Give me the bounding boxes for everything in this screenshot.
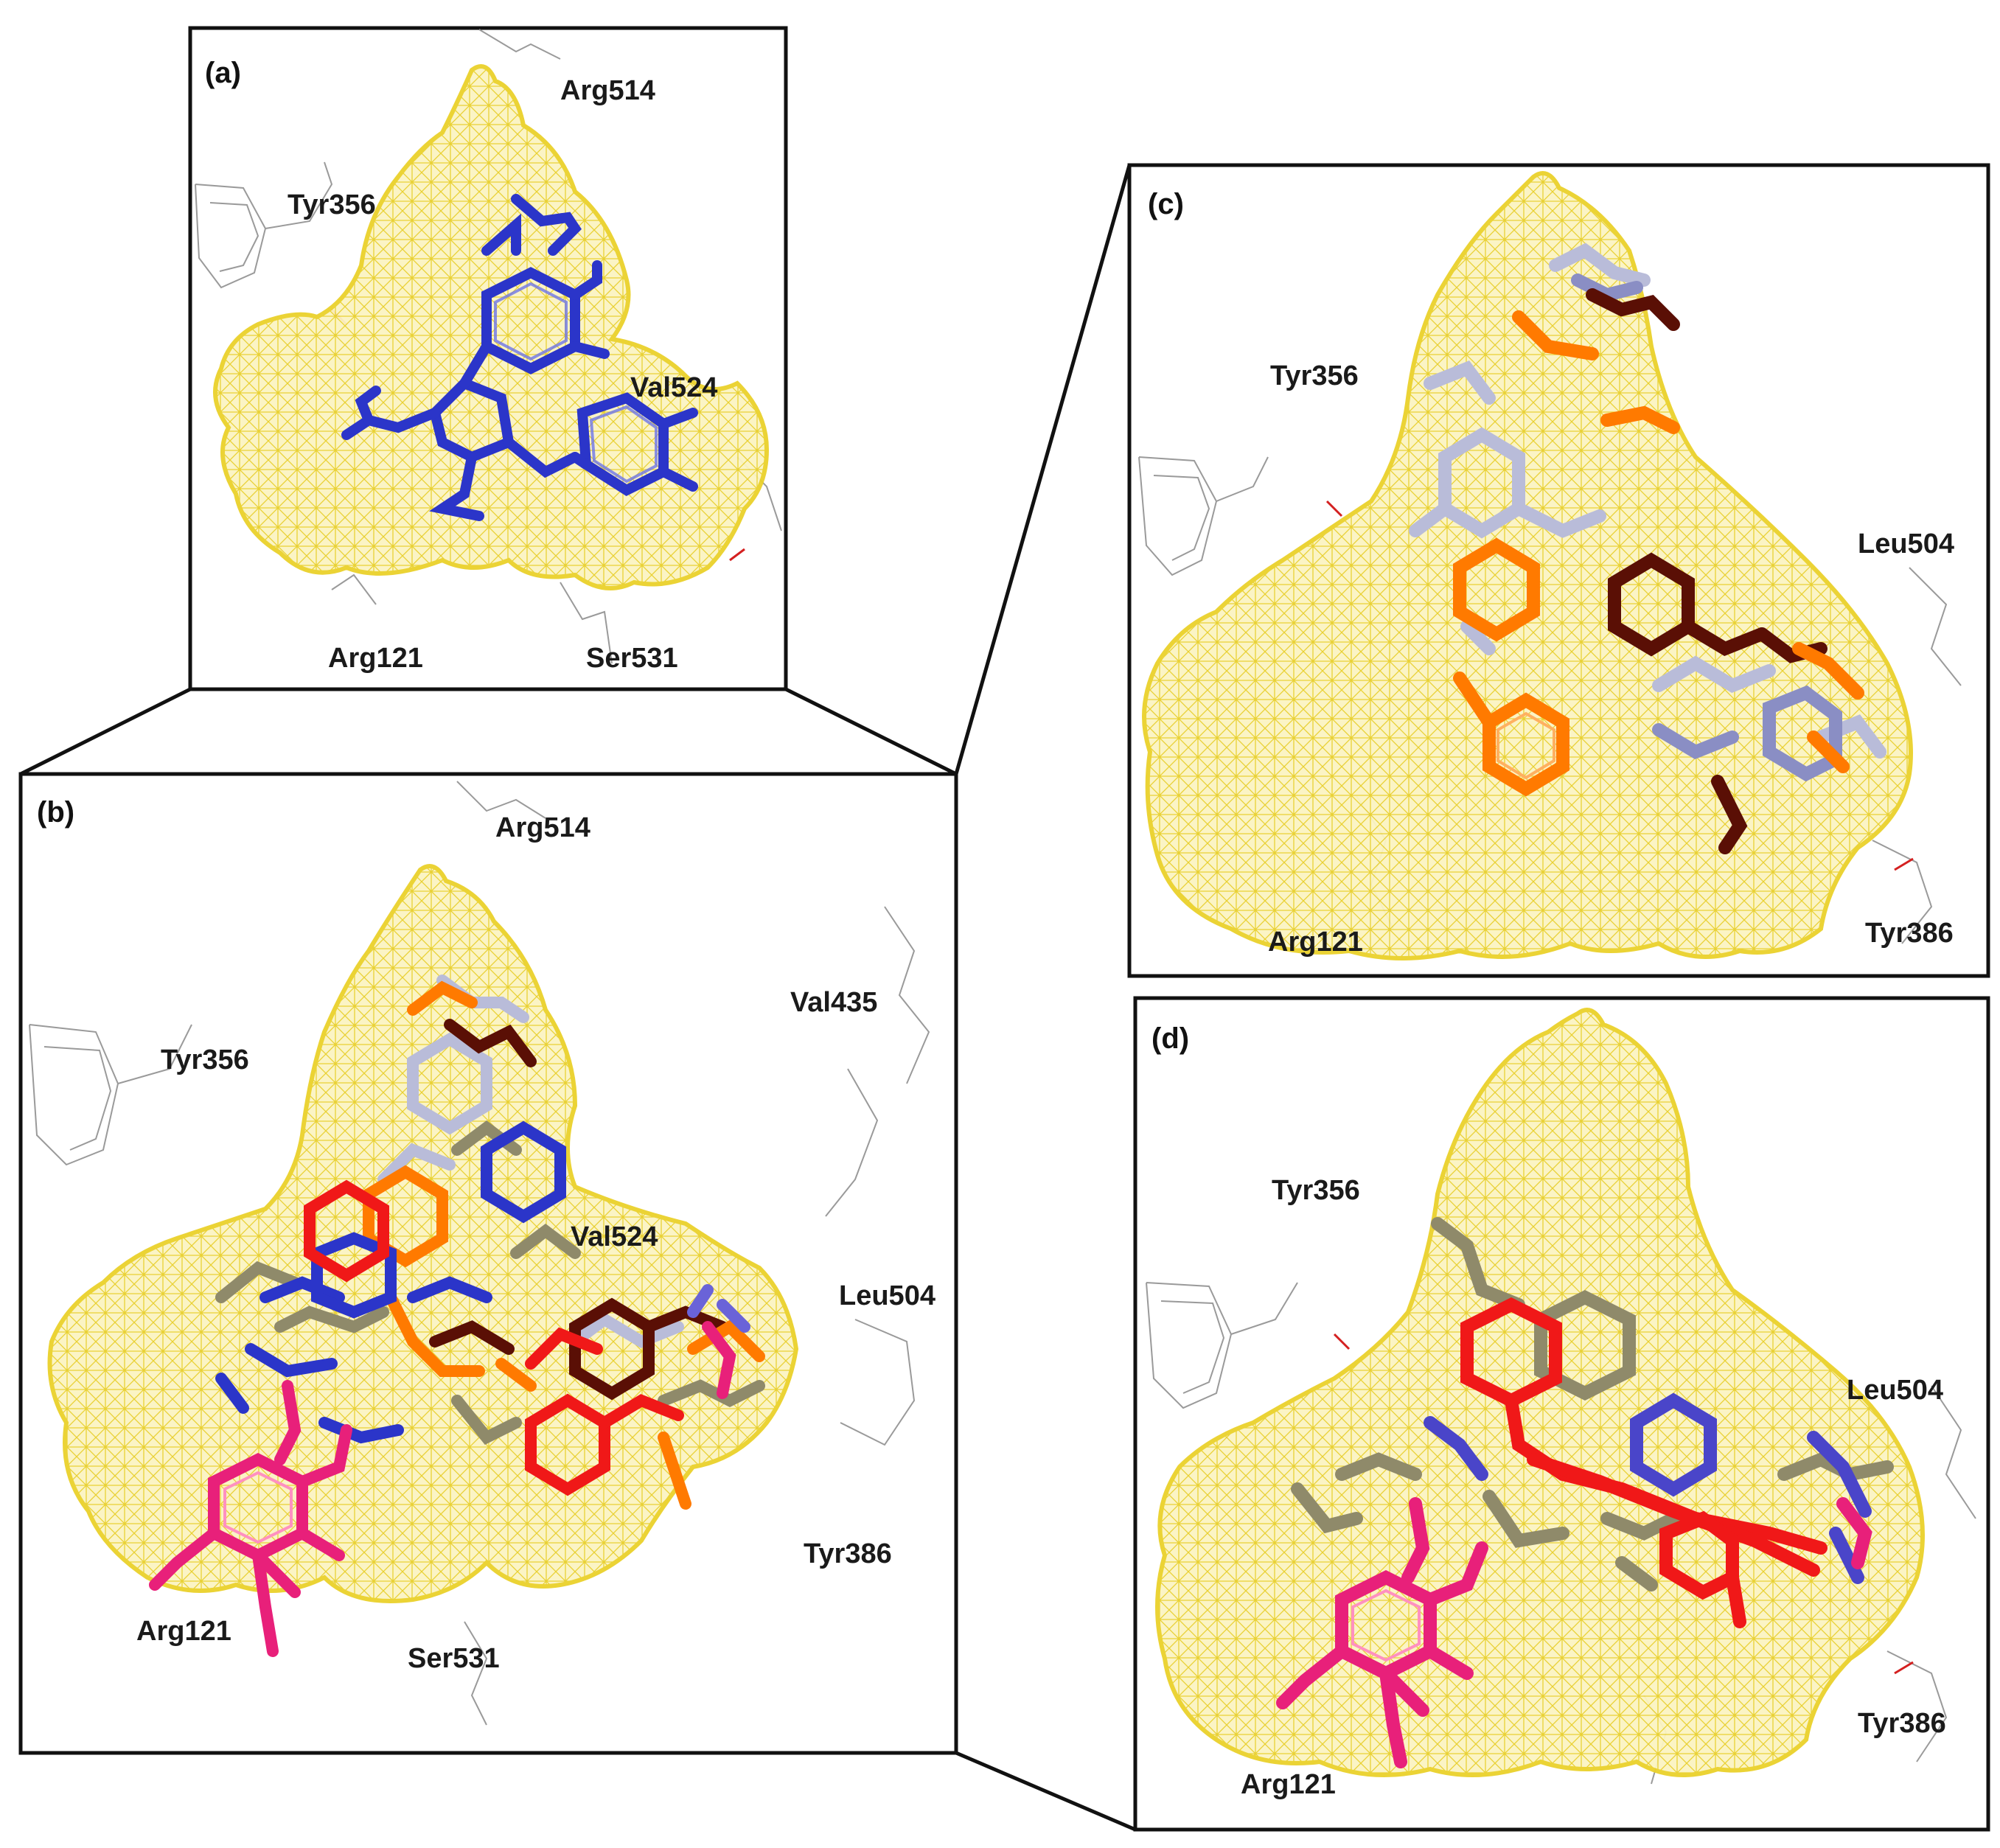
residue-label: Tyr356 (1270, 360, 1359, 391)
residue-label: Val524 (630, 372, 717, 403)
residue-label: Arg514 (495, 812, 590, 843)
panel-c: (c) Tyr356 Leu504 Arg121 Tyr386 (1127, 163, 1990, 978)
panel-d-label: (d) (1151, 1022, 1189, 1055)
panel-a: (a) Arg514 Tyr356 Val524 Arg121 Ser531 (188, 26, 788, 691)
residue-label: Tyr386 (1858, 1708, 1946, 1739)
residue-label: Leu504 (1847, 1375, 1943, 1406)
ligand-stick-icon (1276, 1217, 1894, 1768)
residue-label: Arg121 (136, 1616, 231, 1647)
panel-b: (b) Arg514 Tyr356 Val435 Val524 Leu504 T… (18, 772, 958, 1755)
residue-label: Tyr356 (288, 189, 376, 220)
residue-label: Arg121 (328, 643, 423, 674)
residue-label: Val524 (571, 1221, 658, 1252)
panel-d: (d) Tyr356 Leu504 Tyr386 Arg121 (1133, 996, 1990, 1832)
residue-label: Tyr386 (804, 1538, 892, 1569)
residue-label: Arg121 (1241, 1769, 1336, 1800)
residue-label: Tyr356 (161, 1045, 249, 1075)
residue-label: Tyr386 (1865, 918, 1954, 949)
residue-wireframe-icon (195, 29, 782, 664)
residue-label: Arg514 (560, 75, 655, 106)
residue-label: Arg121 (1268, 927, 1363, 958)
ligand-stick-icon (341, 194, 698, 521)
residue-label: Ser531 (408, 1643, 500, 1674)
residue-label: Val435 (790, 987, 877, 1018)
ligand-stick-icon (149, 974, 765, 1657)
residue-wireframe-icon (29, 781, 930, 1726)
residue-label: Leu504 (1858, 529, 1954, 559)
panel-a-label: (a) (205, 57, 241, 89)
ligand-stick-icon (1409, 243, 1886, 854)
panel-b-label: (b) (37, 796, 74, 829)
residue-label: Ser531 (586, 643, 678, 674)
panel-c-label: (c) (1148, 188, 1184, 220)
residue-label: Tyr356 (1272, 1175, 1360, 1206)
residue-label: Leu504 (839, 1280, 935, 1311)
connector-lines (19, 164, 1136, 1832)
